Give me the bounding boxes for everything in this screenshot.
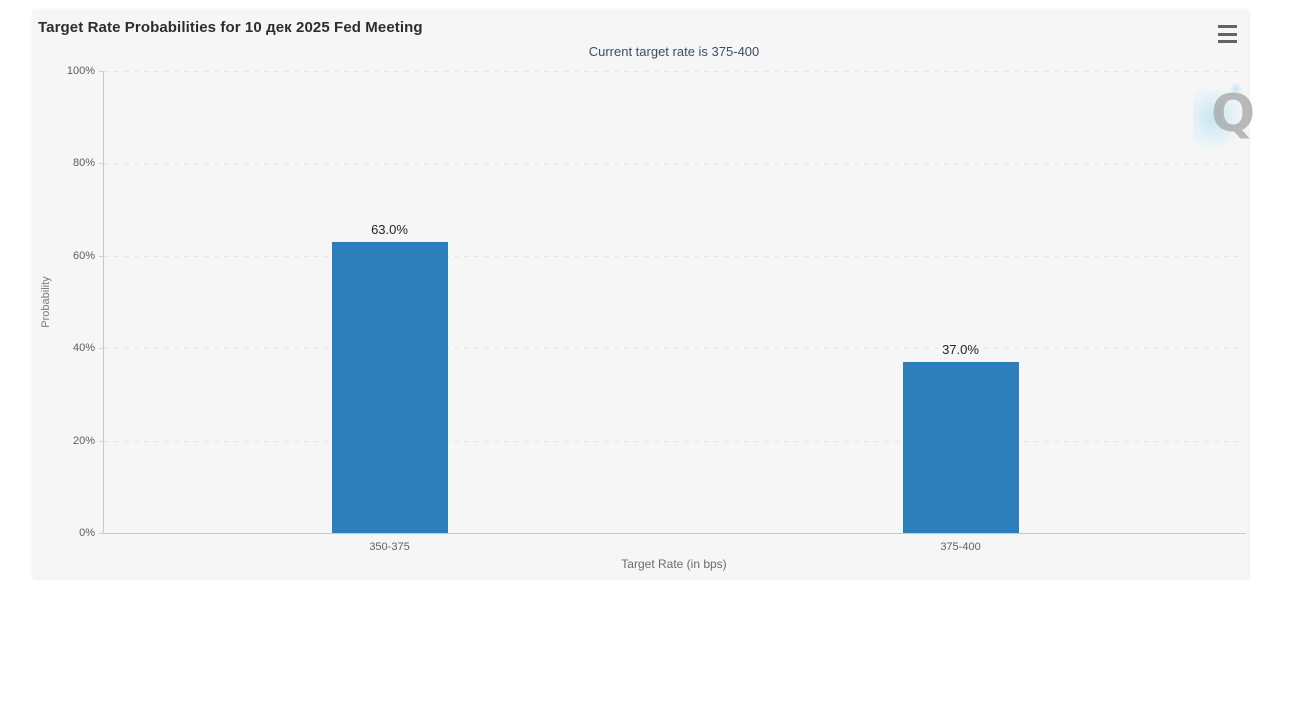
hamburger-menu-icon[interactable] <box>1216 23 1242 45</box>
fedwatch-chart-card: Target Rate Probabilities for 10 дек 202… <box>33 10 1255 578</box>
hamburger-bar <box>1218 32 1237 36</box>
y-axis-tick <box>99 255 104 257</box>
plot-area: 0% 20% 40% 60% 80% 100% 63.0% 350-375 37.0% 375-4… <box>67 65 1246 553</box>
y-axis-tick-label: 80% <box>72 157 95 170</box>
y-gridline <box>104 163 1246 165</box>
y-gridline <box>104 440 1246 442</box>
y-axis-tick <box>99 71 104 72</box>
y-axis-tick <box>99 533 104 534</box>
y-gridline <box>104 348 1246 350</box>
y-axis-tick-label: 20% <box>72 434 95 447</box>
y-axis-tick <box>99 348 104 350</box>
hamburger-bar <box>1218 25 1237 28</box>
chart-subtitle: Current target rate is 375-400 <box>588 44 760 59</box>
bar-375-400[interactable] <box>902 362 1019 533</box>
bar-value-label: 37.0% <box>942 342 979 358</box>
x-axis-category-label: 350-375 <box>369 541 410 553</box>
hamburger-bar <box>1218 40 1237 43</box>
y-axis-tick-label: 40% <box>72 342 95 355</box>
bar-value-label: 63.0% <box>371 221 408 237</box>
y-axis-tick-label: 0% <box>79 527 95 539</box>
x-axis-title: Target Rate (in bps) <box>621 557 727 571</box>
y-axis-title: Probability <box>40 276 52 328</box>
bar-350-375[interactable] <box>331 241 448 533</box>
x-axis-category-label: 375-400 <box>940 541 981 553</box>
chart-title: Target Rate Probabilities for 10 дек 202… <box>38 19 423 36</box>
y-gridline <box>104 255 1246 257</box>
y-axis-tick-label: 100% <box>66 65 95 77</box>
y-axis-tick <box>99 440 104 442</box>
y-axis-tick <box>99 163 104 165</box>
y-gridline <box>104 71 1246 72</box>
y-axis-tick-label: 60% <box>72 249 95 262</box>
